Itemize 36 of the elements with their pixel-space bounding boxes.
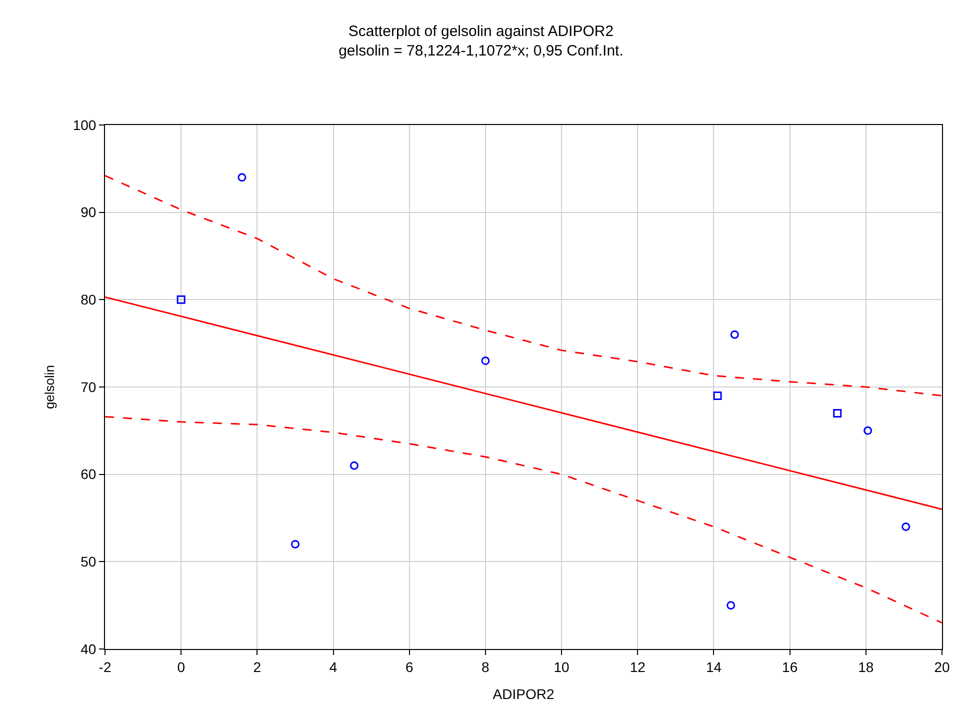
point (730, 330, 739, 339)
y-tick-label: 40 (80, 640, 96, 657)
point (902, 522, 910, 531)
x-tick-label: 6 (405, 658, 414, 675)
chart-subtitle: gelsolin = 78,1224-1,1072*x; 0,95 Conf.Int. (338, 42, 624, 60)
point (713, 391, 722, 400)
x-tick-label: 18 (858, 658, 874, 675)
y-tick-label: 70 (80, 378, 96, 395)
line-series (105, 174, 942, 396)
x-tick-label: 0 (177, 658, 186, 675)
x-tick-label: 20 (934, 658, 950, 675)
x-tick-label: 8 (482, 658, 490, 675)
point (726, 601, 736, 610)
y-tick-label: 90 (80, 204, 96, 220)
chart-title: Scatterplot of gelsolin against ADIPOR2 (348, 23, 614, 40)
line-series (105, 416, 942, 624)
x-tick-label: -2 (98, 658, 112, 675)
y-axis-title: gelsolin (42, 364, 57, 410)
x-axis-title: ADIPOR2 (492, 686, 554, 702)
x-tick-label: 12 (630, 658, 646, 675)
point (864, 426, 872, 435)
x-tick-label: 10 (554, 658, 570, 675)
point (238, 173, 246, 182)
point (833, 408, 842, 418)
point (290, 540, 300, 548)
y-tick-label: 60 (80, 466, 96, 482)
x-tick-label: 4 (329, 658, 338, 675)
x-tick-label: 16 (782, 658, 798, 675)
point (350, 461, 358, 470)
point (176, 295, 186, 304)
x-tick-label: 14 (706, 658, 722, 675)
y-tick-label: 50 (80, 554, 96, 570)
point (481, 356, 490, 366)
x-tick-label: 2 (253, 658, 262, 675)
y-tick-label: 100 (72, 116, 96, 133)
y-tick-label: 80 (80, 292, 96, 308)
